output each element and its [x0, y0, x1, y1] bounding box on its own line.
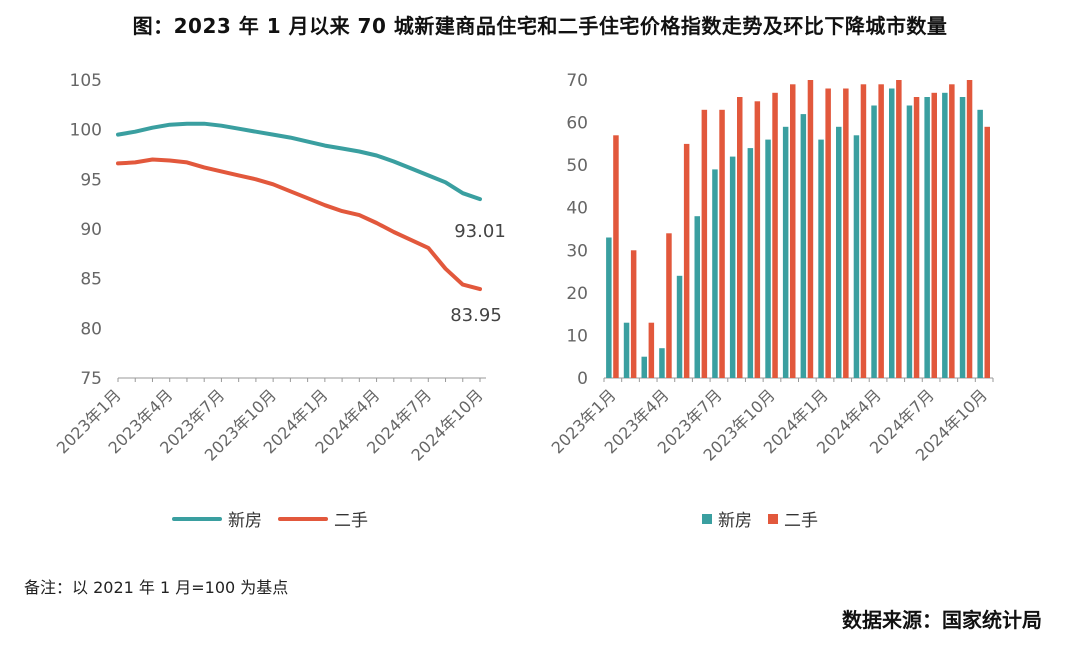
line-y-tick-label: 95: [80, 170, 102, 190]
bar-new: [836, 126, 842, 378]
bar-new: [782, 126, 789, 378]
bar-second: [984, 126, 990, 378]
bar-second: [878, 84, 884, 379]
bar-legend-second-label: 二手: [784, 511, 818, 531]
bar-new: [676, 275, 683, 378]
bar-new: [853, 135, 860, 378]
line-series-second: [116, 157, 482, 292]
line-y-tick-label: 90: [80, 220, 102, 240]
bar-second: [913, 97, 920, 378]
line-series-new: [116, 121, 482, 202]
bar-second: [896, 80, 902, 378]
bar-second: [754, 101, 761, 379]
bar-new: [959, 97, 966, 378]
bar-legend-second-swatch: [768, 513, 778, 524]
bar-second: [843, 88, 849, 378]
bar-second: [666, 233, 672, 378]
bar-new: [906, 105, 913, 378]
line-end-label-new: 93.01: [454, 221, 506, 242]
line-end-label-second: 83.95: [450, 305, 502, 326]
line-chart-legend: 新房 二手: [172, 506, 384, 531]
line-y-tick-label: 105: [70, 71, 102, 91]
bar-new: [623, 322, 630, 378]
bar-y-tick-label: 10: [566, 326, 588, 346]
bar-new: [871, 105, 877, 378]
bar-y-tick-label: 60: [566, 114, 588, 134]
bar-second: [701, 109, 708, 379]
data-source: 数据来源：国家统计局: [842, 608, 1042, 632]
bar-new: [606, 237, 612, 378]
bar-new: [659, 348, 665, 378]
line-y-tick-label: 100: [70, 121, 102, 141]
bar-second: [683, 143, 690, 378]
bar-y-tick-label: 0: [577, 369, 588, 389]
page-title: 图：2023 年 1 月以来 70 城新建商品住宅和二手住宅价格指数走势及环比下…: [132, 14, 948, 38]
bar-legend-new-label: 新房: [718, 511, 752, 531]
bar-new: [977, 109, 983, 379]
bar-second: [931, 92, 937, 379]
bar-chart-legend: 新房 二手: [702, 506, 834, 531]
bar-new: [800, 114, 807, 378]
bar-second: [719, 109, 725, 379]
bar-second: [949, 84, 955, 379]
line-y-tick-label: 80: [80, 319, 102, 339]
bar-second: [807, 80, 814, 378]
line-y-tick-label: 75: [80, 369, 102, 389]
bar-y-tick-label: 20: [566, 284, 588, 304]
bar-second: [737, 97, 743, 378]
legend-new-swatch: [172, 516, 222, 521]
legend-second-swatch: [278, 516, 328, 521]
bar-y-tick-label: 40: [566, 199, 588, 219]
legend-second: 二手: [278, 506, 368, 531]
bar-new: [729, 156, 736, 378]
bar-new: [889, 88, 895, 378]
line-y-tick-label: 85: [80, 270, 102, 290]
bar-second: [966, 80, 973, 378]
bar-second: [825, 88, 831, 378]
bar-new: [641, 356, 647, 378]
bar-second: [860, 84, 867, 379]
bar-second: [772, 92, 778, 379]
bar-new: [747, 148, 754, 378]
bar-y-tick-label: 70: [566, 71, 588, 91]
bar-second: [790, 84, 796, 379]
footnote: 备注：以 2021 年 1 月=100 为基点: [24, 578, 289, 597]
bar-legend-second: 二手: [768, 506, 818, 531]
bar-new: [942, 92, 948, 379]
bar-new: [924, 97, 930, 378]
bar-second: [630, 250, 637, 378]
bar-legend-new: 新房: [702, 506, 752, 531]
bar-y-tick-label: 50: [566, 156, 588, 176]
bar-new: [712, 169, 718, 378]
bar-legend-new-swatch: [702, 513, 712, 524]
bar-second: [648, 322, 655, 378]
bar-new: [818, 139, 824, 378]
bar-second: [613, 135, 619, 378]
bar-y-tick-label: 30: [566, 241, 588, 261]
bar-new: [765, 139, 771, 378]
legend-new-label: 新房: [228, 511, 262, 531]
legend-new: 新房: [172, 506, 262, 531]
bar-new: [694, 216, 700, 378]
legend-second-label: 二手: [334, 511, 368, 531]
